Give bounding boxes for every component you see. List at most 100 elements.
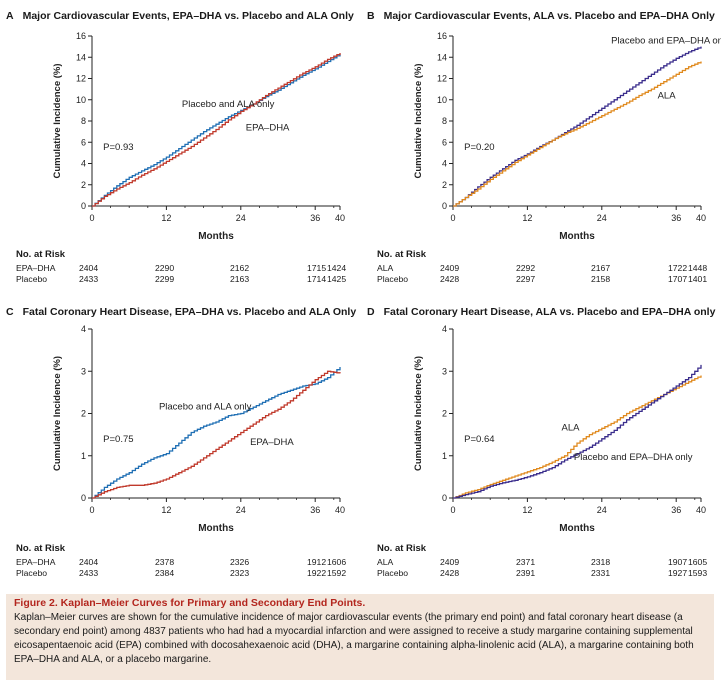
risk-cell: 1927	[668, 568, 688, 578]
y-axis-label: Cumulative Incidence (%)	[52, 356, 63, 471]
y-tick-label: 4	[81, 159, 86, 169]
risk-cell: 2371	[516, 557, 536, 567]
series-line	[92, 54, 341, 207]
risk-cell: 2167	[591, 263, 611, 273]
risk-cell: 2162	[230, 263, 250, 273]
risk-cell: 1912	[307, 557, 327, 567]
risk-cell: 1425	[327, 274, 347, 284]
x-tick-label: 12	[161, 505, 171, 515]
x-tick-label: 40	[335, 213, 345, 223]
risk-row-label: Placebo	[377, 274, 409, 284]
panel-c: C Fatal Coronary Heart Disease, EPA–DHA v…	[0, 296, 360, 592]
series-line	[92, 367, 341, 499]
risk-row-label: Placebo	[16, 568, 48, 578]
x-tick-label: 0	[89, 213, 94, 223]
panel-title-text: Major Cardiovascular Events, EPA–DHA vs.…	[22, 10, 354, 22]
risk-row: Placebo 2433 2299 2163 1714 1425	[16, 274, 346, 285]
risk-row-label: Placebo	[16, 274, 48, 284]
series-label: Placebo and EPA–DHA only	[574, 452, 693, 463]
y-tick-label: 0	[442, 201, 447, 211]
risk-row: ALA 2409 2371 2318 1907 1605	[377, 557, 707, 568]
risk-cell: 2326	[230, 557, 250, 567]
y-tick-label: 6	[81, 137, 86, 147]
y-tick-label: 2	[81, 180, 86, 190]
risk-cell: 2404	[79, 557, 99, 567]
x-tick-label: 12	[161, 213, 171, 223]
x-tick-label: 36	[671, 505, 681, 515]
panel-letter: C	[6, 306, 14, 318]
x-tick-label: 36	[310, 213, 320, 223]
risk-cell: 2299	[155, 274, 175, 284]
series-label: EPA–DHA	[246, 123, 290, 134]
panel-title-text: Major Cardiovascular Events, ALA vs. Pla…	[383, 10, 715, 22]
risk-cell: 2409	[440, 557, 460, 567]
y-tick-label: 10	[76, 95, 86, 105]
x-tick-label: 12	[522, 505, 532, 515]
risk-header: No. at Risk	[377, 543, 427, 554]
risk-cell: 1922	[307, 568, 327, 578]
risk-cell: 1707	[668, 274, 688, 284]
p-value: P=0.64	[464, 434, 494, 445]
series-line	[453, 364, 702, 499]
y-tick-label: 1	[81, 451, 86, 461]
series-label: EPA–DHA	[250, 437, 294, 448]
risk-row-label: ALA	[377, 557, 394, 567]
risk-header: No. at Risk	[16, 249, 66, 260]
series-line	[92, 53, 341, 207]
y-tick-label: 4	[81, 324, 86, 334]
risk-cell: 2433	[79, 568, 99, 578]
y-tick-label: 0	[81, 493, 86, 503]
x-tick-label: 12	[522, 213, 532, 223]
y-tick-label: 14	[437, 52, 447, 62]
risk-cell: 1605	[688, 557, 708, 567]
y-tick-label: 8	[442, 116, 447, 126]
panel-letter: B	[367, 10, 375, 22]
risk-cell: 1424	[327, 263, 347, 273]
risk-row: Placebo 2428 2391 2331 1927 1593	[377, 568, 707, 579]
y-tick-label: 12	[437, 74, 447, 84]
x-tick-label: 40	[696, 505, 706, 515]
series-label: ALA	[562, 422, 581, 433]
risk-cell: 2428	[440, 568, 460, 578]
series-line	[453, 61, 702, 207]
x-tick-label: 24	[236, 213, 246, 223]
caption-text: Kaplan–Meier curves are shown for the cu…	[14, 612, 694, 665]
risk-cell: 2290	[155, 263, 175, 273]
figure-caption: Figure 2. Kaplan–Meier Curves for Primar…	[6, 594, 714, 680]
panel-title: C Fatal Coronary Heart Disease, EPA–DHA v…	[6, 306, 356, 318]
x-tick-label: 36	[671, 213, 681, 223]
series-line	[92, 370, 341, 499]
risk-row: Placebo 2433 2384 2323 1922 1592	[16, 568, 346, 579]
risk-cell: 2391	[516, 568, 536, 578]
x-tick-label: 0	[450, 505, 455, 515]
panel-b: B Major Cardiovascular Events, ALA vs. Pl…	[361, 0, 721, 296]
panel-title: D Fatal Coronary Heart Disease, ALA vs. P…	[367, 306, 715, 318]
risk-header: No. at Risk	[16, 543, 66, 554]
risk-table: No. at Risk EPA–DHA 2404 2290 2162 1715 1424 Pl…	[16, 249, 346, 285]
panel-letter: D	[367, 306, 375, 318]
risk-table: No. at Risk ALA 2409 2371 2318 1907 1605 Placeb…	[377, 543, 707, 579]
x-axis-label: Months	[198, 523, 234, 534]
y-tick-label: 14	[76, 52, 86, 62]
risk-cell: 2323	[230, 568, 250, 578]
risk-cell: 1593	[688, 568, 708, 578]
y-tick-label: 2	[442, 180, 447, 190]
risk-row: ALA 2409 2292 2167 1722 1448	[377, 263, 707, 274]
risk-cell: 2428	[440, 274, 460, 284]
risk-cell: 2331	[591, 568, 611, 578]
y-axis-label: Cumulative Incidence (%)	[413, 63, 424, 178]
y-tick-label: 2	[81, 409, 86, 419]
risk-row-label: EPA–DHA	[16, 557, 56, 567]
p-value: P=0.75	[103, 434, 133, 445]
y-tick-label: 10	[437, 95, 447, 105]
panel-letter: A	[6, 10, 14, 22]
x-tick-label: 0	[450, 213, 455, 223]
risk-row-label: Placebo	[377, 568, 409, 578]
p-value: P=0.20	[464, 142, 494, 153]
panel-title-text: Fatal Coronary Heart Disease, ALA vs. Pl…	[383, 306, 716, 318]
risk-cell: 2292	[516, 263, 536, 273]
risk-table: No. at Risk EPA–DHA 2404 2378 2326 1912 1606 Pl…	[16, 543, 346, 579]
